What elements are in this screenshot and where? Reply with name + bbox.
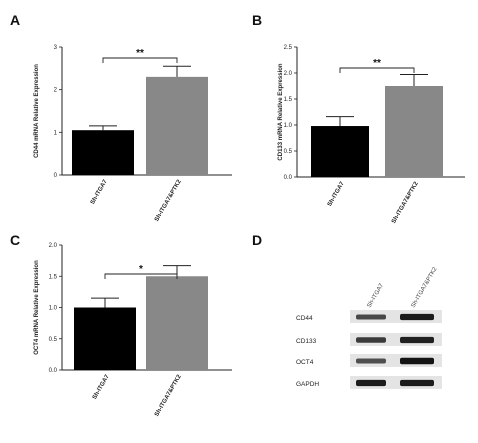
blot-column-label-2: Sh-ITGA7&PTK2: [411, 266, 439, 309]
blot-band-gapdh-1: [356, 379, 386, 387]
bar-b-2: [385, 86, 443, 177]
blot-band-cd44-1: [356, 314, 386, 320]
bar-b-1: [311, 126, 369, 177]
y-tick-label-c: 1.5: [49, 274, 58, 280]
blot-band-cd133-2: [400, 336, 434, 344]
chart-b: 0.0 0.5 1.0 1.5 2.0 2.5 CD133 mRNA Relative Ex…: [278, 45, 465, 225]
x-category-label-b-2: Sh-ITGA7&PTK2: [391, 180, 420, 224]
y-axis-label-c: OCT4 mRNA Relative Expression: [34, 260, 40, 355]
y-tick-label-b: 1.0: [284, 123, 293, 129]
y-tick-label-b: 2.5: [284, 45, 293, 51]
y-tick-label-b: 0.5: [284, 149, 293, 155]
y-tick-label-b: 0.0: [284, 175, 293, 181]
y-tick-label-c: 2.0: [49, 243, 58, 249]
blot-row-label-cd133: CD133: [296, 338, 317, 345]
significance-marker-c: *: [139, 264, 143, 275]
blot-row-label-cd44: CD44: [296, 315, 313, 322]
y-axis-label-b: CD133 mRNA Relative Expression: [278, 63, 284, 160]
panel-letter-c: C: [10, 232, 20, 248]
x-category-label-c-2: Sh-ITGA7&PTK2: [154, 373, 183, 417]
panel-letter-d: D: [252, 232, 262, 248]
y-tick-label-a: 0: [54, 173, 58, 179]
significance-marker-a: **: [136, 48, 144, 59]
x-category-label-b-1: Sh-ITGA7: [327, 180, 346, 207]
bar-a-1: [72, 130, 134, 175]
blot-band-cd133-1: [356, 337, 386, 343]
y-tick-label-c: 1.0: [49, 306, 58, 312]
panel-letter-b: B: [252, 12, 262, 28]
panel-letter-a: A: [10, 12, 20, 28]
blot-band-oct4-2: [400, 357, 434, 365]
significance-bracket-c: [104, 273, 178, 279]
x-category-label-a-1: Sh-ITGA7: [90, 178, 109, 205]
y-tick-label-c: 0.0: [49, 368, 58, 374]
blot-band-gapdh-2: [400, 379, 434, 387]
chart-a: 0 1 2 3 CD44 mRNA Relative Expression Sh-ITGA…: [34, 45, 232, 223]
y-tick-label-a: 1: [54, 130, 58, 136]
blot-row-label-oct4: OCT4: [296, 359, 314, 366]
y-axis-label-a: CD44 mRNA Relative Expression: [34, 64, 40, 158]
bar-c-1: [74, 307, 136, 370]
x-category-label-a-2: Sh-ITGA7&PTK2: [154, 178, 183, 222]
significance-bracket-b: [339, 67, 415, 73]
significance-bracket-a: [102, 57, 178, 63]
significance-marker-b: **: [373, 58, 381, 69]
x-category-label-c-1: Sh-ITGA7: [92, 373, 111, 400]
blot-band-cd44-2: [400, 313, 434, 321]
blot-row-label-gapdh: GAPDH: [296, 381, 319, 388]
y-tick-label-a: 3: [54, 45, 58, 51]
y-tick-label-a: 2: [54, 88, 58, 94]
western-blot: Sh-ITGA7 Sh-ITGA7&PTK2 CD44 CD133 OCT4 GAPDH: [296, 266, 442, 389]
blot-band-oct4-1: [356, 358, 386, 364]
blot-column-label-1: Sh-ITGA7: [367, 282, 386, 309]
y-tick-label-b: 2.0: [284, 71, 293, 77]
bar-a-2: [146, 76, 208, 175]
y-tick-label-b: 1.5: [284, 97, 293, 103]
bar-c-2: [146, 276, 208, 370]
y-tick-label-c: 0.5: [49, 337, 58, 343]
chart-c: 0.0 0.5 1.0 1.5 2.0 OCT4 mRNA Relative Expres…: [34, 243, 232, 418]
